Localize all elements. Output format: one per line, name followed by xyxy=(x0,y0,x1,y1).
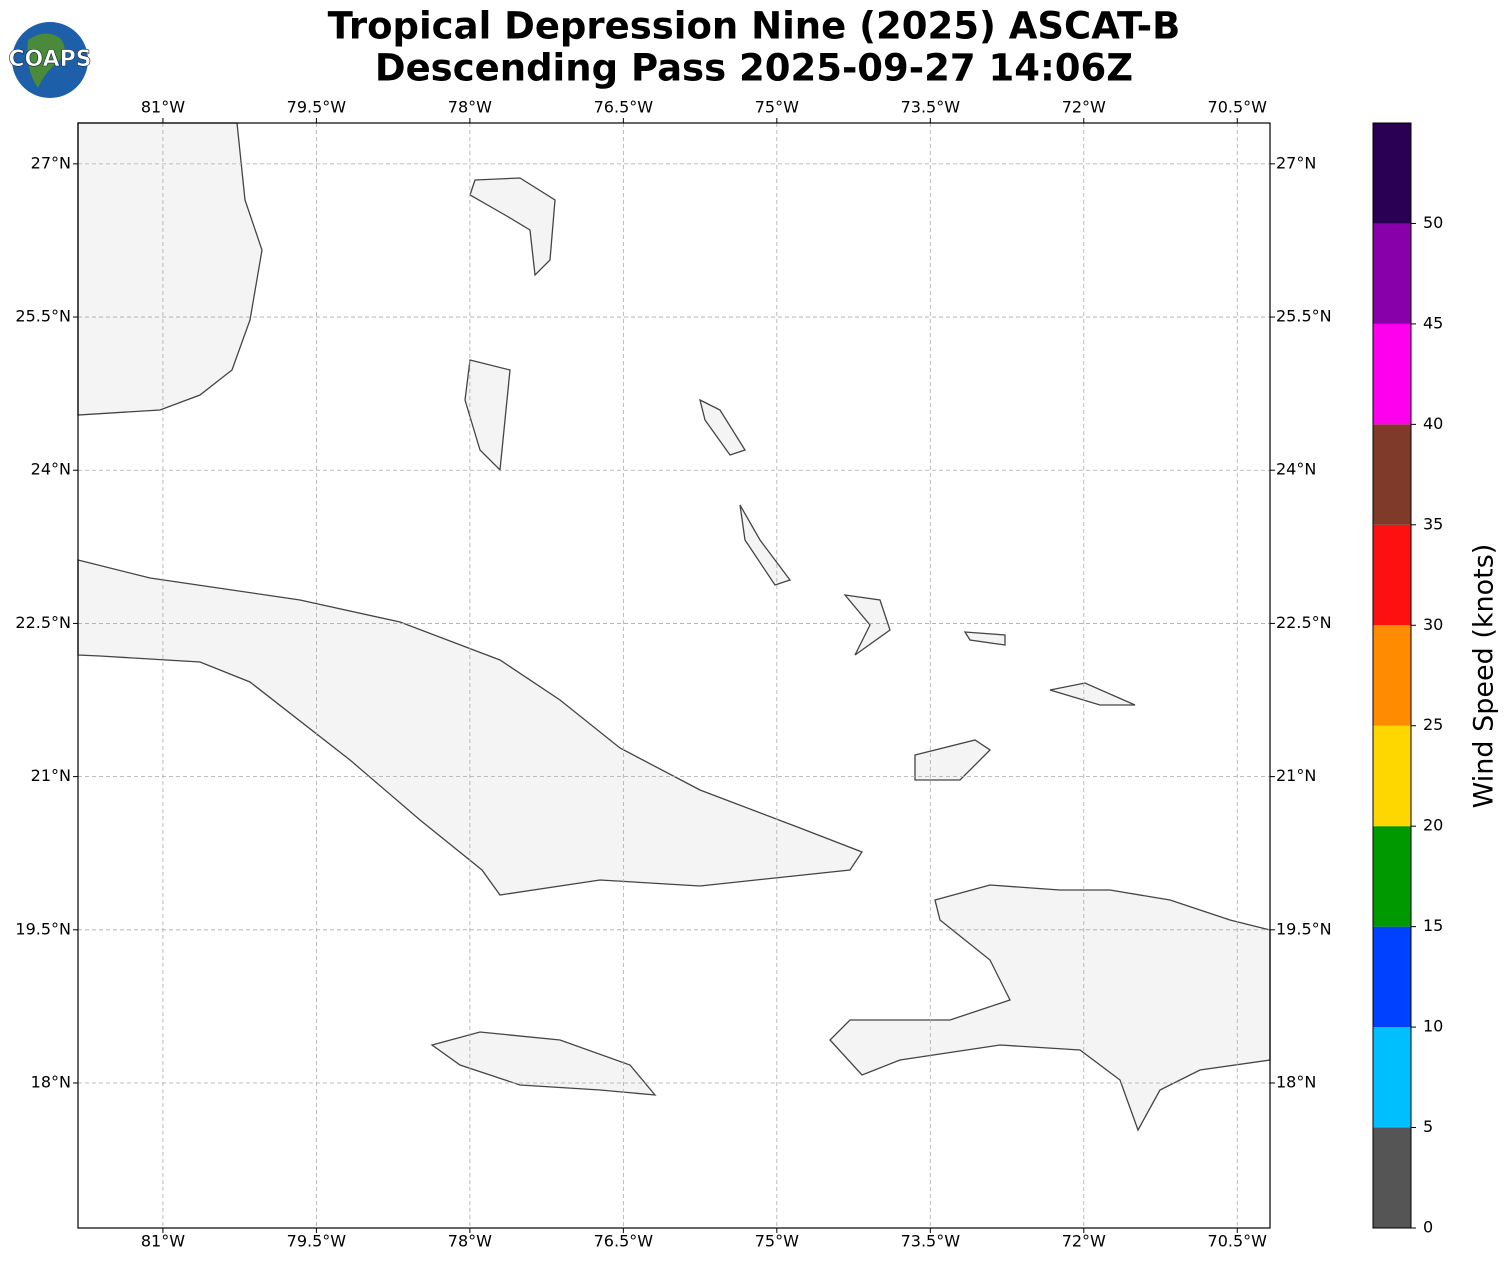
y-tick-label: 19.5°N xyxy=(15,919,71,938)
logo-text: COAPS xyxy=(8,47,91,72)
x-tick-label: 78°W xyxy=(448,1232,492,1251)
x-tick-label: 75°W xyxy=(755,1232,799,1251)
bahamas-island xyxy=(739,504,792,586)
florida xyxy=(77,122,263,416)
colorbar-tick-label: 30 xyxy=(1423,615,1443,634)
bahamas-island xyxy=(699,398,746,456)
colorbar-bin xyxy=(1373,323,1411,425)
x-tick-label: 75°W xyxy=(755,98,799,117)
y-tick-label: 27°N xyxy=(1276,153,1316,172)
y-tick-label: 27°N xyxy=(31,153,71,172)
colorbar-bin xyxy=(1373,1127,1411,1228)
title-line: Descending Pass 2025-09-27 14:06Z xyxy=(375,47,1133,90)
y-tick-label: 25.5°N xyxy=(15,307,71,326)
colorbar-tick-label: 45 xyxy=(1423,313,1443,332)
x-tick-label: 81°W xyxy=(141,1232,185,1251)
colorbar-tick-label: 20 xyxy=(1423,816,1443,835)
title-line: Tropical Depression Nine (2025) ASCAT-B xyxy=(328,5,1181,48)
bahamas-island xyxy=(843,594,891,656)
colorbar-tick-label: 5 xyxy=(1423,1117,1433,1136)
bahamas-island xyxy=(1049,682,1136,706)
bahamas-island xyxy=(963,631,1006,646)
x-tick-label: 79.5°W xyxy=(287,98,347,117)
colorbar-bin xyxy=(1373,826,1411,927)
y-tick-label: 21°N xyxy=(31,766,71,785)
colorbar-tick-label: 15 xyxy=(1423,916,1443,935)
hispaniola xyxy=(829,884,1271,1132)
x-tick-label: 81°W xyxy=(141,98,185,117)
colorbar-tick-label: 0 xyxy=(1423,1218,1433,1237)
bahamas-island xyxy=(469,177,556,277)
jamaica xyxy=(430,1031,657,1096)
colorbar-bin xyxy=(1373,926,1411,1028)
x-tick-label: 72°W xyxy=(1062,98,1106,117)
y-tick-label: 22.5°N xyxy=(15,613,71,632)
colorbar-bin xyxy=(1373,223,1411,324)
y-tick-label: 25.5°N xyxy=(1276,307,1332,326)
colorbar-bin xyxy=(1373,625,1411,726)
y-tick-label: 21°N xyxy=(1276,766,1316,785)
colorbar-bin xyxy=(1373,123,1411,224)
y-tick-label: 18°N xyxy=(31,1072,71,1091)
y-tick-label: 19.5°N xyxy=(1276,919,1332,938)
x-tick-label: 73.5°W xyxy=(901,1232,961,1251)
x-tick-label: 76.5°W xyxy=(594,98,654,117)
colorbar-bin xyxy=(1373,524,1411,626)
x-tick-label: 72°W xyxy=(1062,1232,1106,1251)
colorbar-tick-label: 10 xyxy=(1423,1017,1443,1036)
colorbar-label: Wind Speed (knots) xyxy=(1469,544,1500,809)
x-tick-label: 76.5°W xyxy=(594,1232,654,1251)
logo: COAPS xyxy=(8,22,92,98)
colorbar-tick-label: 35 xyxy=(1423,514,1443,533)
logo-land xyxy=(27,33,65,88)
map xyxy=(77,122,1271,1228)
map-frame xyxy=(77,122,1271,1229)
y-tick-label: 18°N xyxy=(1276,1072,1316,1091)
x-tick-label: 70.5°W xyxy=(1208,1232,1268,1251)
colorbar-bin xyxy=(1373,725,1411,827)
x-tick-label: 73.5°W xyxy=(901,98,961,117)
y-tick-label: 22.5°N xyxy=(1276,613,1332,632)
colorbar-tick-label: 50 xyxy=(1423,213,1443,232)
x-tick-label: 79.5°W xyxy=(287,1232,347,1251)
colorbar-bin xyxy=(1373,1027,1411,1128)
x-tick-label: 70.5°W xyxy=(1208,98,1268,117)
colorbar-frame xyxy=(1372,122,1412,1229)
bahamas-island xyxy=(914,739,992,781)
y-tick-label: 24°N xyxy=(31,460,71,479)
x-tick-label: 78°W xyxy=(448,98,492,117)
y-tick-label: 24°N xyxy=(1276,460,1316,479)
colorbar-bin xyxy=(1373,424,1411,525)
colorbar-tick-label: 25 xyxy=(1423,715,1443,734)
colorbar-tick-label: 40 xyxy=(1423,414,1443,433)
